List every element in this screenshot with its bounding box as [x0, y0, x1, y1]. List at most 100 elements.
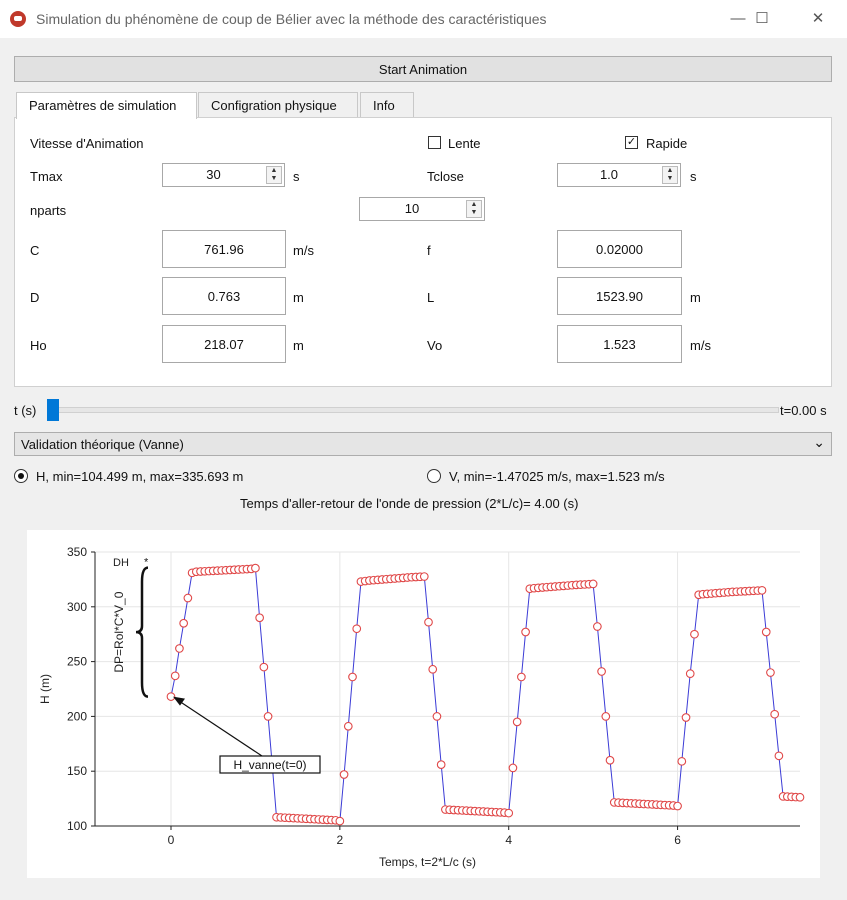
- data-point: [795, 792, 805, 802]
- pressure-chart: 100 150 200 250 300 350 0 2 4 6 Temps, t=2*L/c (s)…: [38, 545, 805, 869]
- tclose-unit: s: [690, 169, 697, 184]
- d-field[interactable]: 0.763: [162, 277, 286, 315]
- dropdown-selected: Validation théorique (Vanne): [21, 437, 184, 452]
- down-arrow-icon[interactable]: ▼: [470, 209, 478, 216]
- vo-label: Vo: [427, 338, 443, 353]
- l-unit: m: [690, 290, 701, 305]
- data-point: [681, 713, 691, 722]
- c-unit: m/s: [293, 243, 314, 258]
- data-point: [170, 671, 180, 681]
- window-title: Simulation du phénomène de coup de Bélie…: [36, 11, 547, 27]
- dh-marker: *: [144, 557, 149, 569]
- data-point: [428, 664, 438, 674]
- lente-label: Lente: [448, 136, 481, 151]
- down-arrow-icon[interactable]: ▼: [270, 175, 278, 182]
- ho-unit: m: [293, 338, 304, 353]
- data-point: [263, 712, 273, 721]
- validation-dropdown[interactable]: Validation théorique (Vanne) ⌄: [14, 432, 832, 456]
- data-point: [521, 627, 530, 637]
- tmax-spinbox[interactable]: 30 ▲ ▼: [162, 163, 285, 187]
- vo-field[interactable]: 1.523: [557, 325, 682, 363]
- up-arrow-icon[interactable]: ▲: [666, 167, 674, 174]
- time-slider-track[interactable]: [47, 407, 779, 413]
- vitesse-animation-label: Vitesse d'Animation: [30, 136, 144, 151]
- x-axis-label: Temps, t=2*L/c (s): [379, 855, 476, 869]
- d-label: D: [30, 290, 40, 305]
- data-point: [432, 712, 442, 721]
- data-point: [761, 627, 771, 637]
- close-button[interactable]: ✕: [811, 10, 825, 27]
- data-point: [766, 668, 775, 677]
- nparts-value: 10: [404, 201, 420, 216]
- data-point: [175, 644, 184, 653]
- data-point: [166, 692, 176, 701]
- chart-area: 100 150 200 250 300 350 0 2 4 6 Temps, t=2*L/c (s)…: [27, 530, 820, 878]
- data-point: [605, 755, 615, 765]
- minimize-button[interactable]: —: [730, 10, 746, 27]
- data-point: [508, 763, 518, 773]
- c-field[interactable]: 761.96: [162, 230, 286, 268]
- app-icon: [10, 11, 26, 27]
- data-point: [757, 586, 767, 595]
- lente-checkbox[interactable]: [428, 136, 441, 149]
- slider-readout: t=0.00 s: [780, 403, 827, 418]
- x-tick-label: 4: [505, 833, 512, 847]
- ho-field[interactable]: 218.07: [162, 325, 286, 363]
- slider-label: t (s): [14, 403, 37, 418]
- dp-brace: [135, 566, 149, 698]
- y-tick-label: 200: [67, 709, 87, 723]
- vo-unit: m/s: [690, 338, 711, 353]
- tmax-unit: s: [293, 169, 300, 184]
- data-point: [255, 613, 264, 623]
- data-point: [685, 669, 695, 679]
- data-point: [251, 563, 260, 573]
- rapide-label: Rapide: [646, 136, 688, 151]
- nparts-label: nparts: [30, 203, 67, 218]
- start-animation-button[interactable]: Start Animation: [14, 56, 832, 82]
- chevron-down-icon: ⌄: [813, 434, 825, 450]
- round-trip-info: Temps d'aller-retour de l'onde de pressi…: [240, 496, 579, 511]
- h-vanne-box: [219, 755, 321, 774]
- data-point: [677, 756, 687, 766]
- data-point: [348, 672, 357, 682]
- l-label: L: [427, 290, 435, 305]
- time-slider-handle[interactable]: [47, 399, 59, 421]
- data-point: [517, 672, 526, 682]
- data-point: [690, 629, 699, 639]
- d-unit: m: [293, 290, 304, 305]
- data-point: [673, 801, 682, 811]
- tab-parametres-simulation[interactable]: Paramètres de simulation: [16, 92, 197, 119]
- data-point: [593, 622, 602, 631]
- nparts-spinbox[interactable]: 10 ▲ ▼: [359, 197, 485, 221]
- rapide-checkbox[interactable]: ✓: [625, 136, 638, 149]
- data-point: [419, 572, 429, 581]
- data-point: [588, 579, 598, 589]
- arrowhead-icon: [172, 696, 185, 706]
- tclose-label: Tclose: [427, 169, 464, 184]
- nparts-stepper[interactable]: ▲ ▼: [466, 200, 482, 218]
- data-point: [183, 593, 193, 603]
- v-radio[interactable]: [427, 469, 441, 483]
- f-field[interactable]: 0.02000: [557, 230, 682, 268]
- tab-configuration-physique[interactable]: Configration physique: [198, 92, 358, 118]
- down-arrow-icon[interactable]: ▼: [666, 175, 674, 182]
- tmax-label: Tmax: [30, 169, 63, 184]
- y-tick-label: 350: [67, 545, 87, 559]
- y-tick-label: 100: [67, 819, 87, 833]
- tab-info[interactable]: Info: [360, 92, 414, 118]
- up-arrow-icon[interactable]: ▲: [470, 201, 478, 208]
- up-arrow-icon[interactable]: ▲: [270, 167, 278, 174]
- l-field[interactable]: 1523.90: [557, 277, 682, 315]
- f-label: f: [427, 243, 431, 258]
- h-radio[interactable]: [14, 469, 28, 483]
- tclose-stepper[interactable]: ▲ ▼: [662, 166, 678, 184]
- tmax-stepper[interactable]: ▲ ▼: [266, 166, 282, 184]
- ho-label: Ho: [30, 338, 47, 353]
- h-vanne-label: H_vanne(t=0): [233, 758, 306, 772]
- maximize-button[interactable]: ☐: [755, 10, 769, 27]
- y-axis-label: H (m): [38, 674, 52, 704]
- tclose-spinbox[interactable]: 1.0 ▲ ▼: [557, 163, 681, 187]
- data-point: [436, 760, 446, 769]
- y-tick-label: 250: [67, 655, 87, 669]
- h-vanne-arrow: [176, 699, 263, 757]
